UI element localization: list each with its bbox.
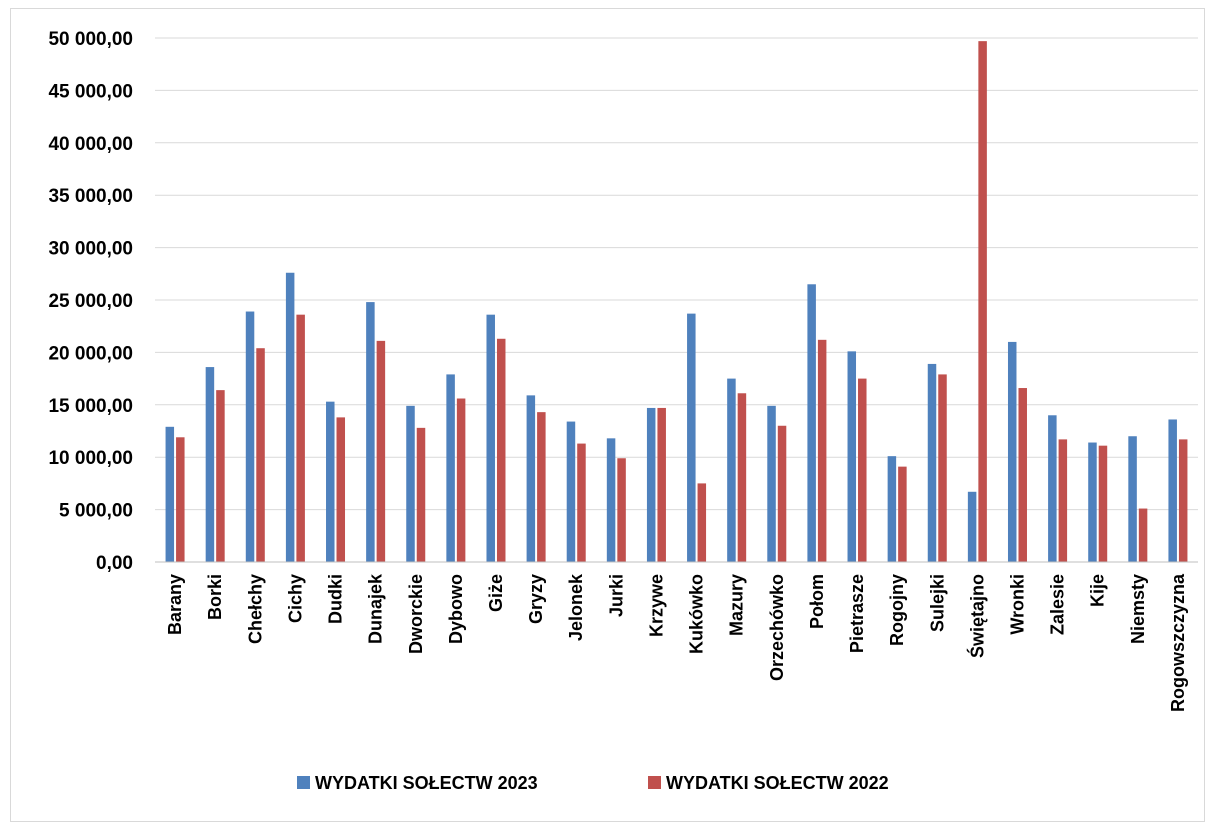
bar-2023: [1128, 436, 1137, 562]
bar-2022: [496, 338, 506, 562]
y-tick-label: 10 000,00: [48, 448, 133, 469]
bar-2023: [165, 426, 175, 562]
bar-2023: [807, 284, 816, 562]
x-tick-label: Borki: [205, 574, 225, 620]
x-tick-label: Dybowo: [446, 574, 466, 644]
bar-2022: [617, 458, 626, 562]
bar-2023: [406, 405, 415, 562]
bar-2022: [777, 425, 787, 562]
bar-2023: [446, 374, 455, 562]
bar-2023: [967, 491, 977, 562]
legend-swatch: [648, 776, 661, 789]
x-tick-label: Kije: [1088, 574, 1108, 607]
bar-2022: [336, 417, 346, 562]
y-tick-label: 50 000,00: [48, 29, 133, 50]
x-tick-label: Sulejki: [927, 574, 947, 632]
bar-2022: [898, 466, 907, 562]
gridlines: [155, 37, 1198, 511]
bar-2022: [1178, 439, 1188, 562]
y-tick-label: 30 000,00: [48, 239, 133, 260]
x-tick-label: Chełchy: [245, 574, 265, 644]
bar-2023: [606, 438, 616, 562]
bar-2023: [887, 456, 897, 562]
bar-2022: [176, 437, 185, 562]
bar-2023: [486, 314, 495, 562]
bar-2023: [767, 405, 776, 562]
bar-2022: [416, 427, 426, 562]
bar-2022: [858, 378, 867, 562]
y-tick-label: 5 000,00: [59, 501, 133, 522]
legend-swatch: [297, 776, 310, 789]
bar-2022: [256, 348, 265, 562]
bars: [165, 41, 1188, 563]
bar-2023: [245, 311, 255, 562]
x-tick-label: Cichy: [285, 574, 305, 623]
bar-2022: [1098, 445, 1108, 562]
legend-label: WYDATKI SOŁECTW 2023: [315, 773, 538, 793]
bar-2023: [1168, 419, 1177, 562]
x-tick-label: Barany: [165, 574, 185, 635]
bar-2022: [737, 393, 747, 562]
bar-2022: [456, 398, 466, 562]
bar-2022: [376, 340, 386, 562]
bar-2023: [326, 401, 335, 562]
y-tick-label: 40 000,00: [48, 134, 133, 155]
bar-2023: [687, 313, 696, 562]
bar-2023: [847, 351, 857, 562]
bar-2023: [646, 407, 656, 562]
x-tick-label: Rogowszczyzna: [1168, 573, 1188, 712]
x-tick-label: Jelonek: [566, 573, 586, 641]
legend-label: WYDATKI SOŁECTW 2022: [666, 773, 889, 793]
y-tick-label: 20 000,00: [48, 343, 133, 364]
x-tick-label: Rogojny: [887, 574, 907, 646]
x-axis-tick-labels: Barany Borki Chełchy Cichy Dudki Dunajek Dworc…: [165, 573, 1188, 712]
x-tick-label: Orzechówko: [767, 574, 787, 681]
y-tick-label: 35 000,00: [48, 186, 133, 207]
bar-2023: [1048, 415, 1057, 562]
bar-2023: [1007, 341, 1017, 562]
bar-2022: [296, 314, 305, 562]
bar-2022: [938, 374, 947, 562]
bar-2023: [526, 395, 536, 562]
bar-2022: [697, 483, 707, 562]
x-tick-label: Jurki: [606, 574, 626, 617]
x-tick-label: Wronki: [1007, 574, 1027, 635]
x-tick-label: Mazury: [727, 574, 747, 636]
bar-2023: [1088, 442, 1097, 562]
legend: WYDATKI SOŁECTW 2023 WYDATKI SOŁECTW 2022: [297, 773, 889, 793]
x-tick-label: Krzywe: [646, 574, 666, 637]
x-tick-label: Dunajek: [366, 573, 386, 644]
y-tick-label: 15 000,00: [48, 396, 133, 417]
bar-2022: [577, 443, 586, 562]
y-tick-label: 45 000,00: [48, 81, 133, 102]
bar-2022: [817, 339, 827, 562]
x-tick-label: Kukówko: [687, 574, 707, 654]
bar-2023: [727, 378, 736, 562]
x-tick-label: Giże: [486, 574, 506, 612]
x-tick-label: Połom: [807, 574, 827, 629]
bar-2023: [927, 363, 937, 562]
bar-2022: [537, 412, 546, 562]
bar-2022: [657, 407, 666, 562]
x-tick-label: Świętajno: [966, 574, 987, 658]
y-tick-label: 0,00: [96, 553, 133, 574]
bar-2022: [1018, 388, 1027, 562]
bar-2023: [366, 302, 375, 562]
bar-2022: [978, 41, 987, 563]
bar-2022: [1058, 439, 1068, 562]
bar-2023: [285, 272, 295, 562]
y-tick-label: 25 000,00: [48, 291, 133, 312]
bar-2023: [205, 367, 215, 562]
x-tick-label: Gryzy: [526, 574, 546, 624]
x-tick-label: Dudki: [326, 574, 346, 624]
bar-2022: [1138, 508, 1148, 562]
x-tick-label: Niemsty: [1128, 574, 1148, 644]
x-tick-label: Dworckie: [406, 574, 426, 654]
x-tick-label: Pietrasze: [847, 574, 867, 653]
x-tick-label: Zalesie: [1048, 574, 1068, 635]
y-axis-tick-labels: 0,00 5 000,00 10 000,00 15 000,00 20 000,00 2…: [48, 29, 133, 574]
bar-2022: [216, 390, 225, 562]
bar-2023: [566, 421, 576, 562]
